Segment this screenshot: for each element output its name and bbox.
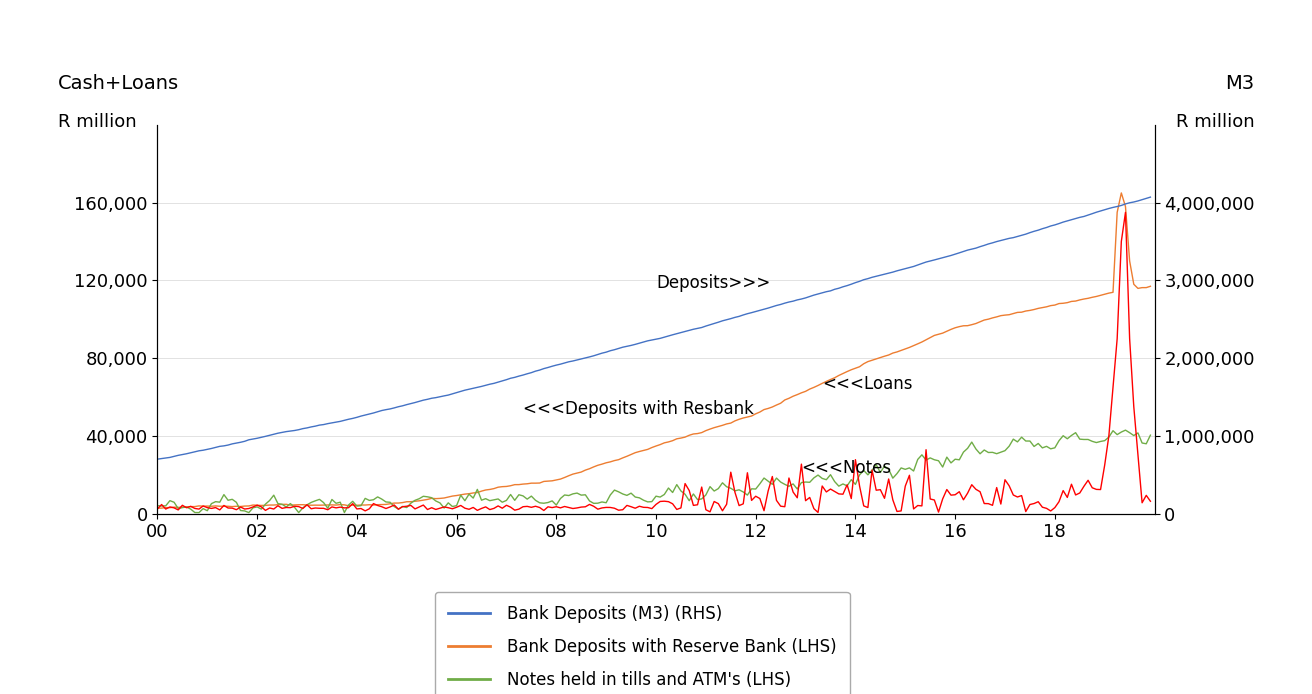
Text: M3: M3 — [1225, 74, 1254, 94]
Text: <<<Deposits with Resbank: <<<Deposits with Resbank — [523, 400, 754, 418]
Text: Cash+Loans: Cash+Loans — [58, 74, 178, 94]
Text: <<<Loans: <<<Loans — [823, 375, 913, 393]
Text: R million: R million — [1176, 113, 1254, 131]
Text: <<<Notes: <<<Notes — [802, 459, 892, 477]
Text: Deposits>>>: Deposits>>> — [656, 274, 770, 292]
Text: R million: R million — [58, 113, 136, 131]
Legend: Bank Deposits (M3) (RHS), Bank Deposits with Reserve Bank (LHS), Notes held in t: Bank Deposits (M3) (RHS), Bank Deposits … — [436, 592, 850, 694]
